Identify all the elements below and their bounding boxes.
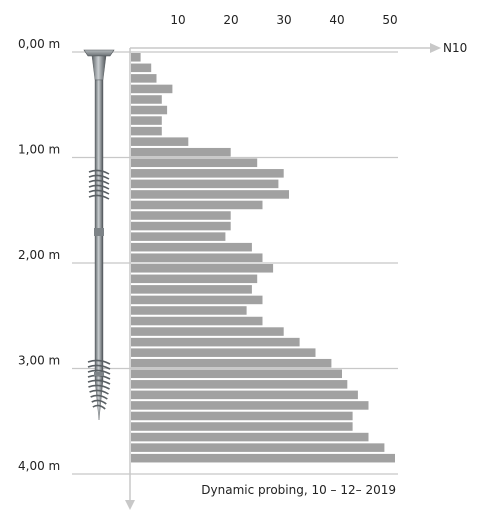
- bar: [131, 232, 226, 241]
- bar: [131, 190, 289, 199]
- x-tick-labels: 10 20 30 40 50: [170, 13, 397, 27]
- depth-tick-label: 0,00 m: [18, 37, 60, 51]
- bar: [131, 211, 231, 220]
- bar: [131, 158, 258, 168]
- bar: [131, 316, 263, 326]
- bar: [131, 200, 263, 210]
- bar: [131, 369, 342, 379]
- bar: [131, 285, 252, 294]
- bar: [131, 348, 316, 357]
- x-axis: N10: [130, 41, 467, 55]
- bar: [131, 116, 162, 125]
- bar: [131, 443, 385, 452]
- bar: [131, 295, 263, 305]
- x-tick-label: 40: [329, 13, 344, 27]
- bar: [131, 221, 231, 231]
- bar-series: [131, 53, 395, 463]
- bar: [131, 274, 258, 284]
- bar: [131, 63, 152, 73]
- bar: [131, 337, 300, 347]
- bar: [131, 169, 284, 178]
- bar: [131, 147, 231, 157]
- x-tick-label: 10: [170, 13, 185, 27]
- y-axis: [125, 48, 135, 510]
- bar: [131, 380, 348, 389]
- x-tick-label: 20: [223, 13, 238, 27]
- bar: [131, 306, 247, 315]
- depth-grid: [72, 51, 398, 475]
- bar: [131, 126, 162, 136]
- bar: [131, 327, 284, 336]
- bar: [131, 411, 353, 421]
- x-tick-label: 50: [382, 13, 397, 27]
- depth-tick-label: 3,00 m: [18, 354, 60, 368]
- bar: [131, 390, 358, 400]
- bar: [131, 358, 332, 368]
- depth-tick-label: 2,00 m: [18, 248, 60, 262]
- chart-caption: Dynamic probing, 10 – 12– 2019: [201, 483, 396, 497]
- x-axis-label: N10: [443, 41, 467, 55]
- bar: [131, 137, 189, 146]
- bar: [131, 432, 369, 442]
- bar: [131, 242, 252, 252]
- bar: [131, 105, 168, 115]
- bar: [131, 84, 173, 94]
- bar: [131, 179, 279, 189]
- depth-tick-labels: 0,00 m 1,00 m 2,00 m 3,00 m 4,00 m: [18, 37, 60, 473]
- bar: [131, 74, 157, 83]
- x-tick-label: 30: [276, 13, 291, 27]
- bar: [131, 264, 274, 273]
- bar: [131, 401, 369, 410]
- bar: [131, 253, 263, 262]
- bar: [131, 453, 395, 463]
- depth-tick-label: 1,00 m: [18, 143, 60, 157]
- bar: [131, 422, 353, 431]
- bar: [131, 53, 141, 62]
- ground-screw-icon: [83, 49, 115, 421]
- depth-tick-label: 4,00 m: [18, 459, 60, 473]
- bar: [131, 95, 162, 104]
